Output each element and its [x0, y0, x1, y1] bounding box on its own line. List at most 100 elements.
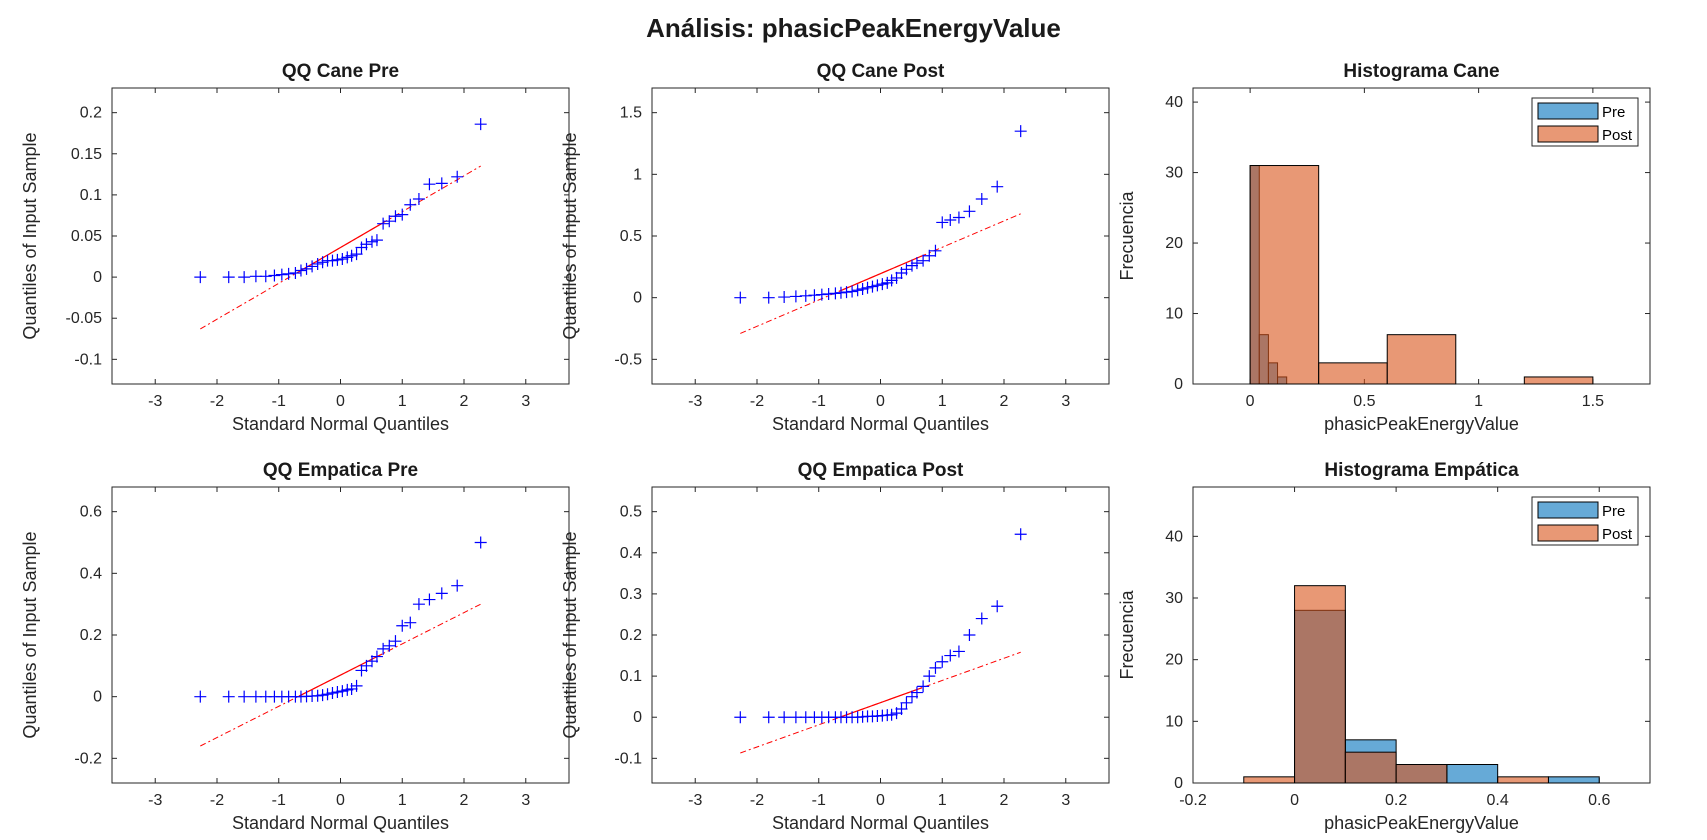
data-points	[734, 528, 1027, 724]
data-point	[905, 259, 918, 272]
x-tick-label: 0	[1290, 792, 1299, 809]
data-point	[311, 257, 324, 270]
data-point	[300, 262, 313, 275]
data-point	[929, 244, 942, 257]
data-point	[975, 612, 988, 625]
histogram-bar	[1446, 764, 1499, 784]
data-point	[808, 289, 821, 302]
histogram-bar	[1318, 362, 1388, 385]
data-point	[936, 216, 949, 229]
legend-swatch	[1537, 125, 1599, 143]
legend-swatch	[1537, 102, 1599, 120]
x-axis-label: phasicPeakEnergyValue	[1324, 414, 1519, 434]
x-tick-label: 0.5	[1353, 393, 1375, 410]
data-point	[944, 213, 957, 226]
data-point	[917, 680, 930, 693]
x-tick-label: 3	[1061, 393, 1070, 410]
x-tick-label: 1	[398, 393, 407, 410]
histogram-bar	[1547, 776, 1600, 784]
y-tick-label: 30	[1165, 590, 1183, 607]
histogram-bar	[1249, 165, 1320, 385]
y-tick-label: 10	[1165, 713, 1183, 730]
series-post	[1249, 165, 1594, 385]
data-point	[345, 682, 358, 695]
x-tick-label: 0	[1246, 393, 1255, 410]
data-point	[412, 193, 425, 205]
data-points	[194, 118, 487, 284]
qq-cane-pre-axes: -3 -2 -1 0 1 2 3 -0.1 -0.05 0 0.05 0.1 0.15 0.2 QQ Can…	[20, 61, 570, 434]
data-point	[734, 291, 747, 304]
x-axis-label: phasicPeakEnergyValue	[1324, 813, 1519, 833]
data-point	[778, 291, 791, 304]
legend-swatch	[1537, 524, 1599, 542]
y-tick-label: 0	[633, 709, 642, 726]
data-point	[861, 281, 874, 294]
data-point	[952, 645, 965, 658]
data-point	[952, 211, 965, 224]
x-tick-label: 0	[876, 792, 885, 809]
axes-title: Histograma Empática	[1324, 460, 1519, 481]
y-tick-label: -0.1	[614, 750, 642, 767]
data-point	[321, 688, 334, 701]
data-point	[923, 249, 936, 262]
y-tick-label: 0.15	[71, 146, 102, 163]
data-point	[316, 689, 329, 702]
data-point	[929, 661, 942, 674]
data-points	[194, 536, 487, 703]
y-tick-label: 40	[1165, 94, 1183, 111]
y-axis-label: Frecuencia	[1117, 190, 1137, 280]
data-point	[383, 639, 396, 652]
figure-suptitle: Análisis: phasicPeakEnergyValue	[646, 13, 1061, 43]
data-point	[222, 690, 235, 703]
x-tick-label: -2	[750, 792, 764, 809]
data-point	[238, 690, 251, 703]
axes-title: QQ Cane Pre	[282, 61, 399, 82]
data-point	[451, 170, 464, 183]
data-point	[396, 619, 409, 632]
y-tick-label: 0	[93, 689, 102, 706]
histogram-bar	[1294, 585, 1346, 784]
legend-swatch	[1537, 501, 1599, 519]
data-point	[885, 274, 898, 287]
data-point	[389, 635, 402, 648]
x-tick-label: 2	[1000, 393, 1009, 410]
y-tick-label: 1	[633, 166, 642, 183]
data-point	[423, 593, 436, 606]
data-point	[350, 248, 363, 261]
data-point	[396, 208, 409, 221]
y-tick-label: 0	[1174, 775, 1183, 792]
data-point	[474, 536, 487, 549]
data-point	[435, 177, 448, 190]
data-point	[963, 629, 976, 641]
data-point	[282, 267, 295, 280]
data-point	[762, 291, 775, 304]
y-tick-label: -0.2	[74, 750, 102, 767]
data-point	[991, 600, 1004, 613]
data-point	[474, 118, 487, 131]
histogram-bar	[1243, 776, 1296, 784]
x-axis-label: Standard Normal Quantiles	[772, 813, 989, 833]
data-point	[360, 238, 373, 251]
x-tick-label: -0.2	[1179, 792, 1207, 809]
x-tick-label: -2	[210, 792, 224, 809]
data-point	[404, 198, 417, 211]
data-point	[789, 290, 802, 303]
y-tick-label: 0	[1174, 376, 1183, 393]
histogram-bar	[1395, 764, 1448, 784]
data-point	[289, 267, 302, 279]
y-tick-label: 0.1	[80, 187, 102, 204]
x-tick-label: -1	[812, 792, 826, 809]
y-tick-label: 0.4	[80, 565, 102, 582]
y-axis-label: Quantiles of Input Sample	[20, 132, 40, 339]
y-axis-label: Quantiles of Input Sample	[20, 531, 40, 738]
data-point	[895, 703, 908, 715]
data-point	[900, 696, 913, 709]
data-point	[365, 235, 378, 248]
data-point	[306, 260, 319, 273]
y-tick-label: 10	[1165, 306, 1183, 323]
y-tick-label: 0.6	[80, 504, 102, 521]
data-point	[885, 708, 898, 721]
series-post	[1243, 585, 1549, 784]
x-tick-label: 1	[938, 393, 947, 410]
histogram-bar	[1497, 776, 1549, 784]
